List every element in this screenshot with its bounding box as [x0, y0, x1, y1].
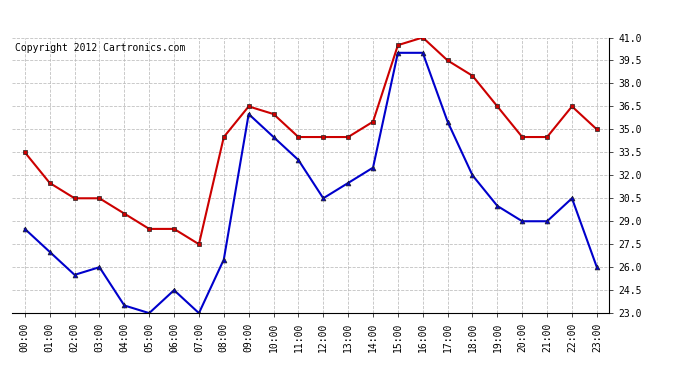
- Text: Outdoor Temperature (Red) vs THSW Index (Blue) per Hour (24 Hours) 20120217: Outdoor Temperature (Red) vs THSW Index …: [63, 12, 627, 25]
- Text: Copyright 2012 Cartronics.com: Copyright 2012 Cartronics.com: [15, 43, 186, 53]
